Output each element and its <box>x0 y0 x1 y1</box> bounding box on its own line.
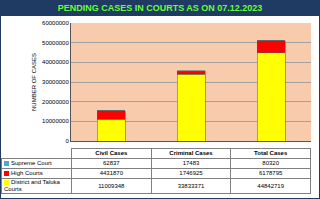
svg-text:20000000: 20000000 <box>42 99 69 105</box>
html-text:High Courts: High Courts <box>11 170 43 176</box>
svg-text:50000000: 50000000 <box>42 40 69 46</box>
html-text:11009348: 11009348 <box>98 182 125 189</box>
html-text:Criminal Cases: Criminal Cases <box>169 150 213 156</box>
html-text:17483: 17483 <box>182 160 200 166</box>
svg-text:10000000: 10000000 <box>42 118 69 124</box>
svg-text:30000000: 30000000 <box>42 79 69 85</box>
html-text:6178795: 6178795 <box>259 170 283 176</box>
html-text:33833371: 33833371 <box>177 182 205 189</box>
html-text:PENDING CASES IN COURTS AS ON: PENDING CASES IN COURTS AS ON 07.12.2023 <box>57 3 263 13</box>
html-text:1746925: 1746925 <box>179 170 203 176</box>
html-text:62837: 62837 <box>103 160 120 166</box>
html-text:District and Taluka Courts: District and Taluka Courts <box>4 179 60 192</box>
html-text:Civil Cases: Civil Cases <box>95 150 128 156</box>
svg-text:40000000: 40000000 <box>42 59 69 65</box>
html-text:Total Cases: Total Cases <box>254 150 288 156</box>
svg-text:0: 0 <box>65 138 69 144</box>
html-text:80320: 80320 <box>262 160 279 166</box>
html-text:44842719: 44842719 <box>257 182 284 189</box>
svg-text:NUMBER OF CASES: NUMBER OF CASES <box>31 53 37 111</box>
svg-text:60000000: 60000000 <box>42 20 69 26</box>
html-text:4431870: 4431870 <box>99 170 123 176</box>
html-text:Supreme Court: Supreme Court <box>11 160 52 166</box>
